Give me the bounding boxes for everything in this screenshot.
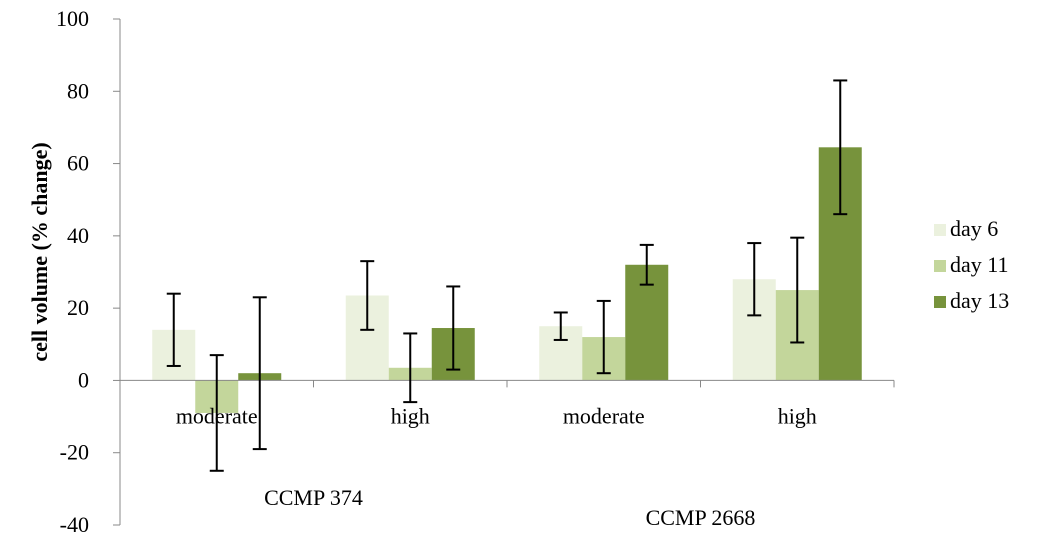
category-labels: moderate high moderate high [176,403,817,428]
category-label: high [391,403,430,428]
legend-swatch [934,224,946,236]
legend-swatch [934,296,946,308]
y-tick-label: 40 [67,223,89,248]
y-axis-ticks: -40 -20 0 20 40 60 80 100 [56,6,895,537]
error-bars [166,79,848,472]
y-tick-label: 0 [78,367,89,392]
category-label: high [778,403,817,428]
legend-label: day 13 [950,288,1009,313]
y-tick-label: 100 [56,6,89,31]
group-label: CCMP 374 [264,485,363,510]
group-label: CCMP 2668 [646,505,756,530]
group-labels: CCMP 374 CCMP 2668 [264,485,755,530]
y-tick-label: 80 [67,78,89,103]
y-tick-label: 20 [67,295,89,320]
y-axis-label: cell volume (% change) [27,142,52,361]
category-label: moderate [176,403,258,428]
y-tick-label: -40 [60,512,89,537]
y-tick-label: 60 [67,151,89,176]
y-tick-label: -20 [60,440,89,465]
bars [152,147,862,413]
legend-swatch [934,260,946,272]
category-label: moderate [563,403,645,428]
legend: day 6 day 11 day 13 [934,216,1009,313]
legend-label: day 11 [950,252,1008,277]
legend-label: day 6 [950,216,998,241]
